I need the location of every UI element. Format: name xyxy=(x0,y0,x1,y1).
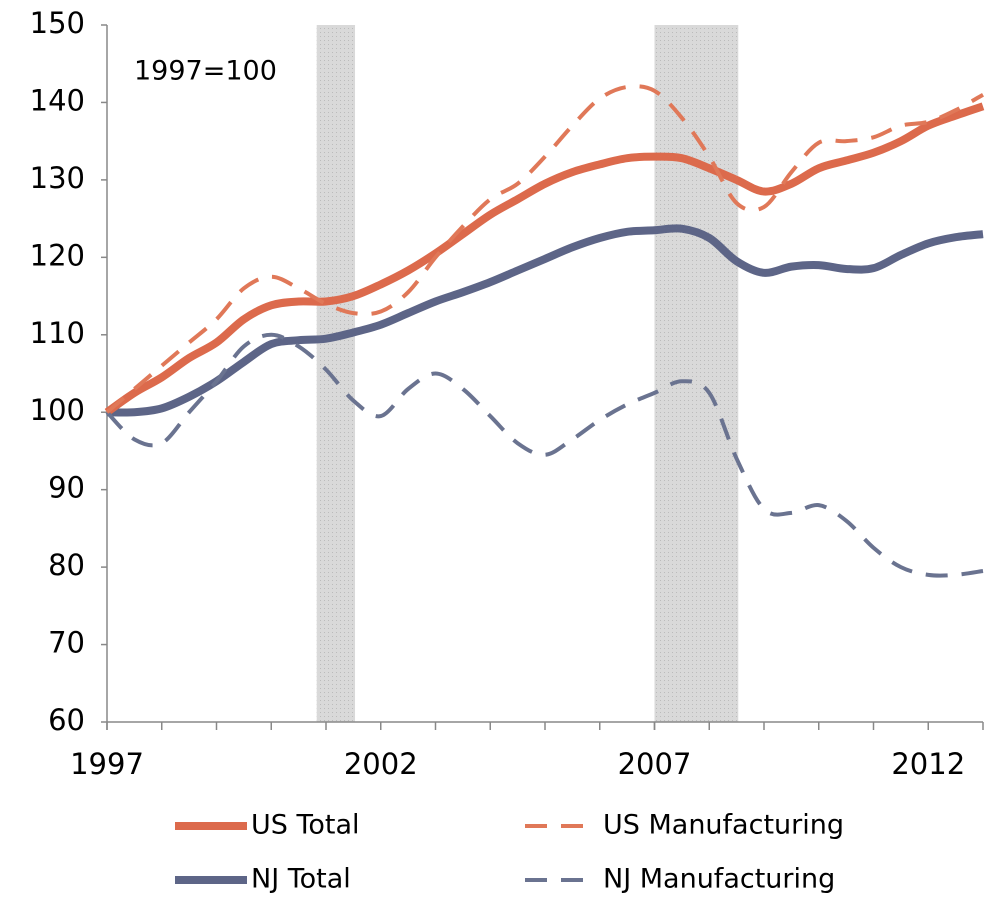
x-tick-label: 1997 xyxy=(70,747,144,781)
series-line xyxy=(104,102,985,416)
legend-label: US Manufacturing xyxy=(603,810,844,841)
y-tick-label: 150 xyxy=(30,6,85,40)
annotation: 1997=100 xyxy=(134,56,277,87)
x-tick-label: 2002 xyxy=(344,747,418,781)
series-line xyxy=(105,332,984,578)
y-tick-label: 90 xyxy=(48,471,85,505)
y-tick-label: 100 xyxy=(30,393,85,427)
x-tick-label: 2012 xyxy=(891,747,965,781)
y-tick-label: 120 xyxy=(30,238,85,272)
legend-label: US Total xyxy=(251,810,360,841)
recession-band xyxy=(654,25,739,722)
y-tick-label: 70 xyxy=(48,626,85,660)
recession-band xyxy=(316,25,356,722)
legend-label: NJ Manufacturing xyxy=(603,864,835,895)
y-tick-label: 80 xyxy=(48,548,85,582)
y-tick-label: 140 xyxy=(30,83,85,117)
x-tick-label: 2007 xyxy=(618,747,692,781)
y-tick-label: 130 xyxy=(30,161,85,195)
series-line xyxy=(106,224,984,417)
y-tick-label: 60 xyxy=(48,703,85,737)
legend-label: NJ Total xyxy=(251,864,351,895)
y-tick-label: 110 xyxy=(30,316,85,350)
series-line xyxy=(105,84,984,414)
